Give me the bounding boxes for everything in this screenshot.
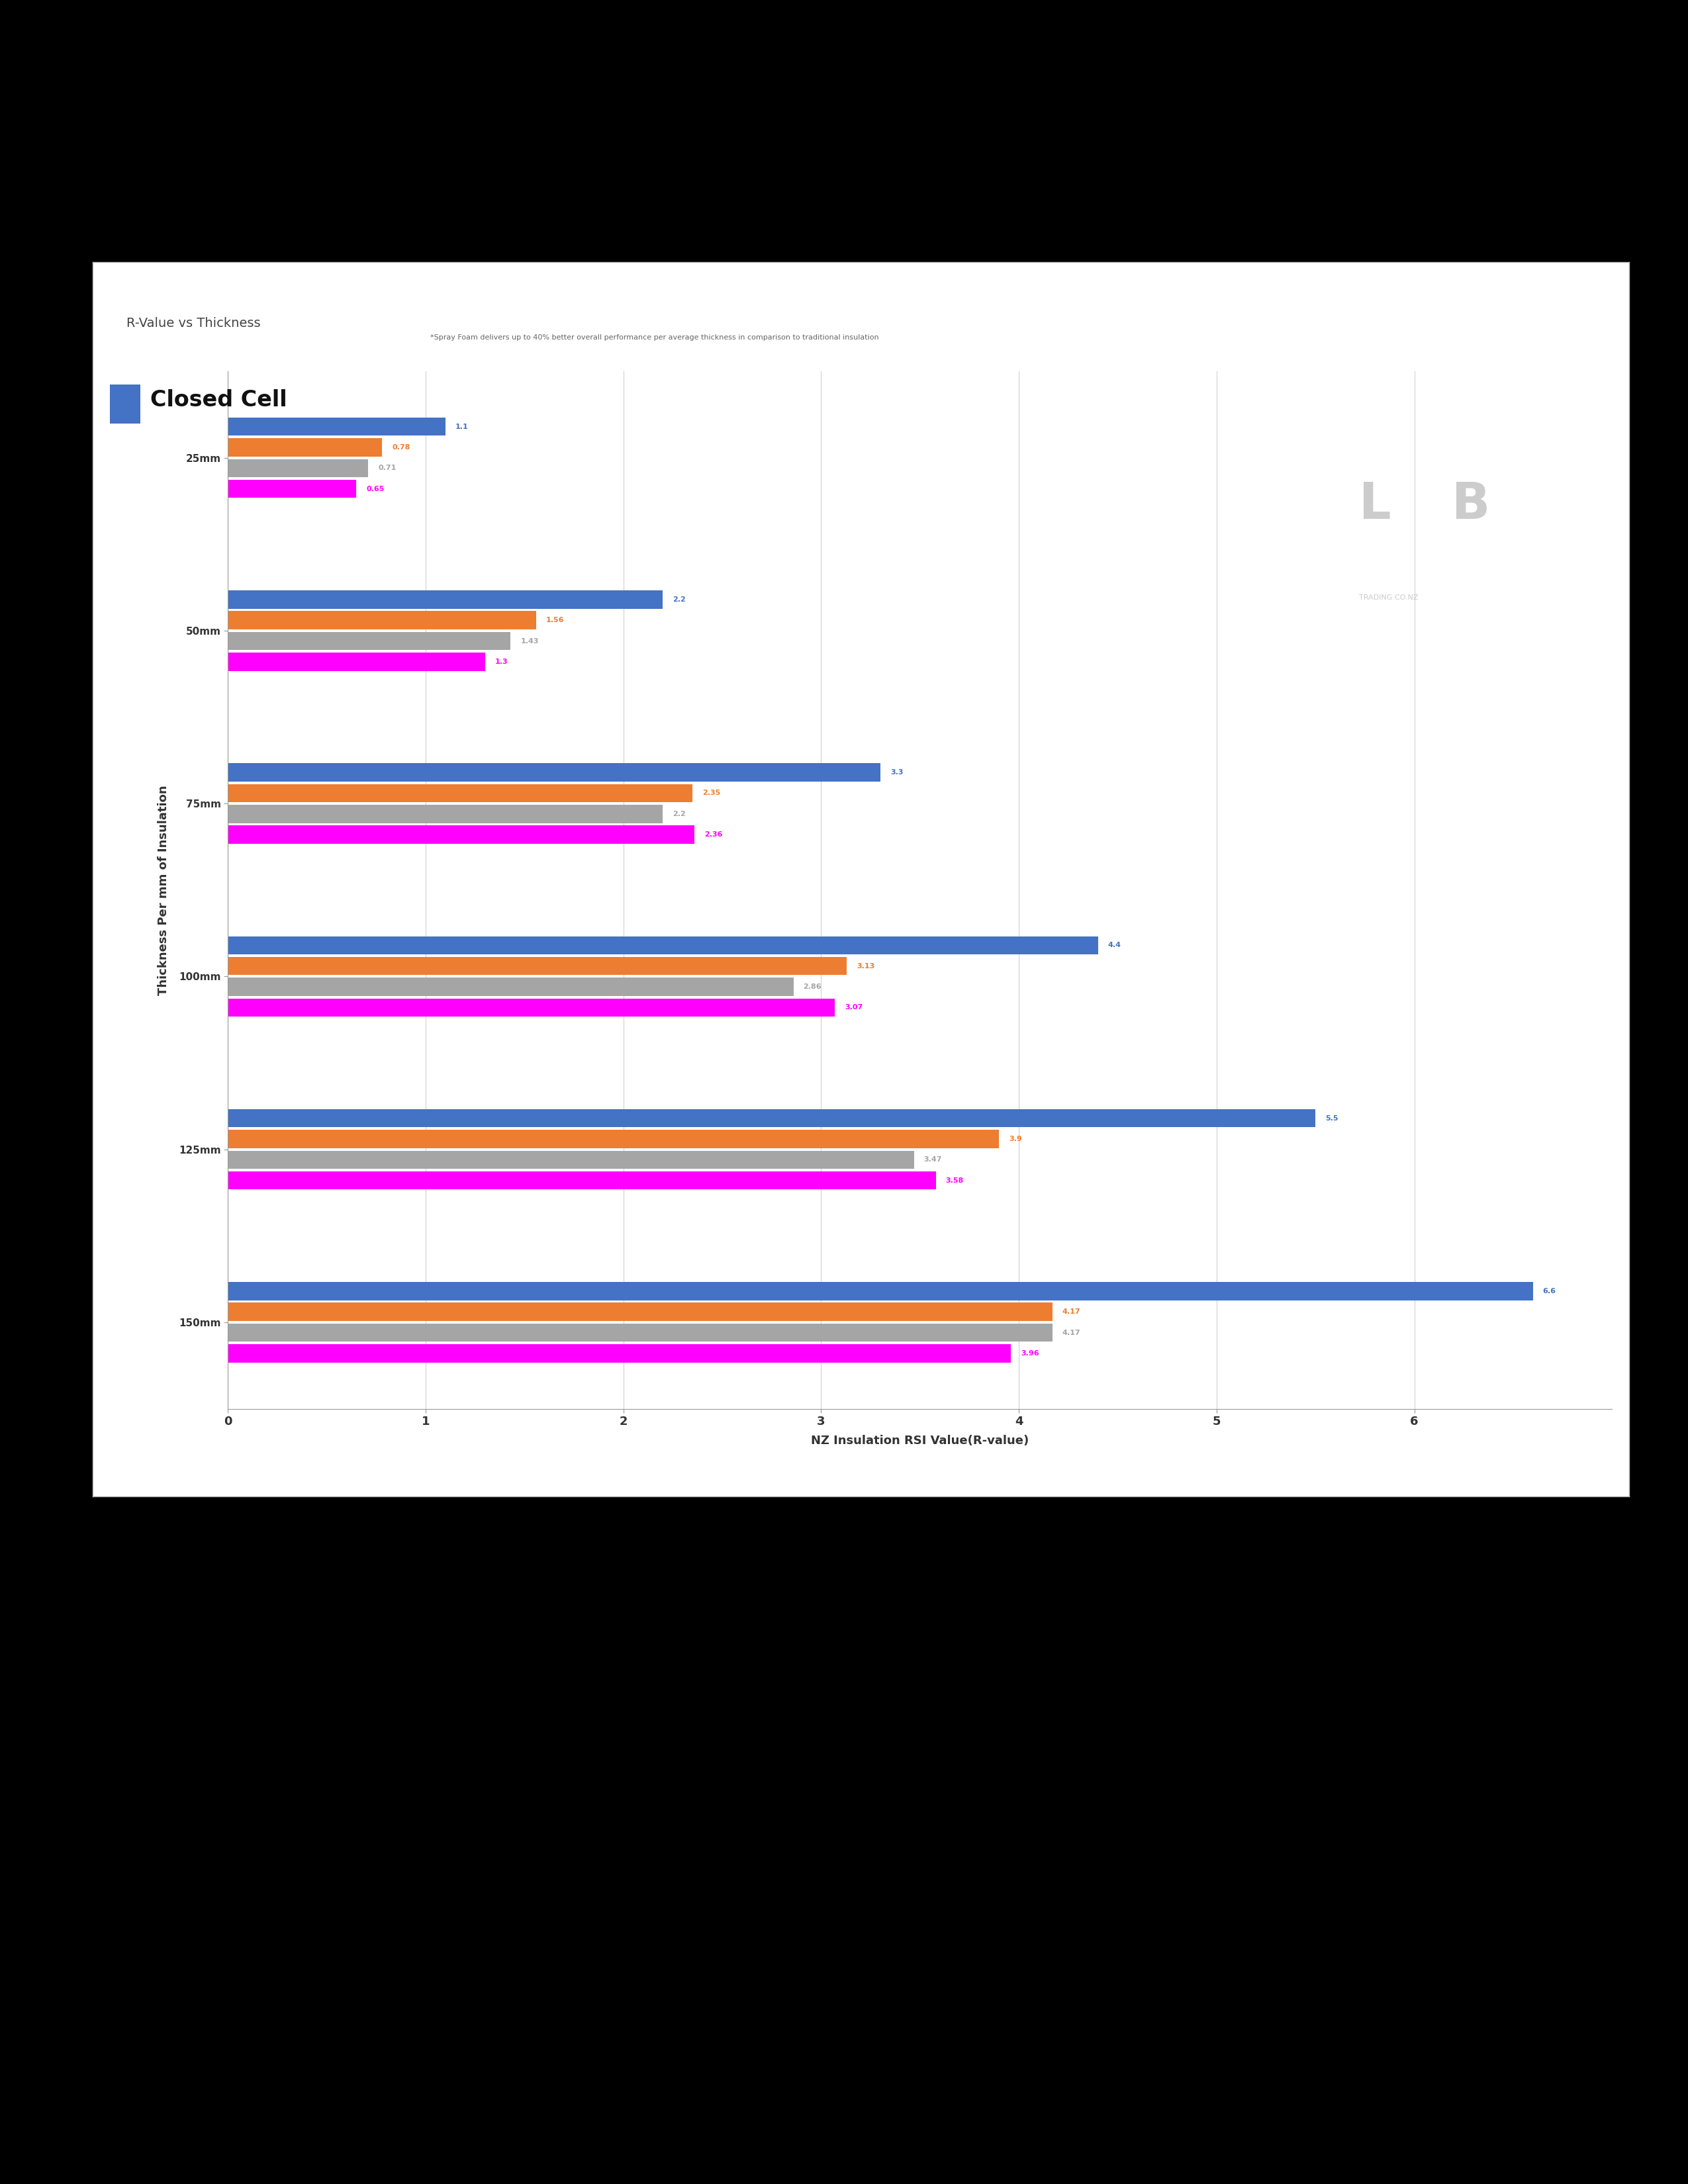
X-axis label: NZ Insulation RSI Value(R-value): NZ Insulation RSI Value(R-value) [810,1435,1030,1446]
Text: 6.6: 6.6 [1543,1289,1556,1295]
Bar [228,1171,935,1190]
Bar [228,1129,999,1149]
Text: 5.5: 5.5 [1325,1114,1339,1123]
Text: 1.1: 1.1 [456,424,468,430]
Bar [228,653,484,670]
Text: 3.07: 3.07 [844,1005,863,1011]
Bar [228,1343,1011,1363]
Text: 3.3: 3.3 [890,769,903,775]
Text: 0.71: 0.71 [378,465,397,472]
Text: 0.65: 0.65 [366,485,385,491]
Text: B: B [1452,480,1491,529]
Text: R-Value vs Thickness: R-Value vs Thickness [127,317,260,330]
Y-axis label: Thickness Per mm of Insulation: Thickness Per mm of Insulation [157,784,170,996]
Text: 3.13: 3.13 [858,963,874,970]
Bar [228,480,356,498]
Text: 3.9: 3.9 [1009,1136,1021,1142]
Bar [228,1282,1533,1299]
Text: 2.36: 2.36 [704,832,722,839]
Bar [228,978,793,996]
Bar [228,937,1097,954]
Text: 2.2: 2.2 [674,810,685,817]
Bar [228,784,692,802]
Bar [228,957,847,976]
Text: 4.17: 4.17 [1062,1330,1080,1337]
Text: 4.17: 4.17 [1062,1308,1080,1315]
Text: Closed Cell: Closed Cell [150,389,287,411]
Text: 3.58: 3.58 [945,1177,964,1184]
Bar [228,439,381,456]
Bar [228,826,694,843]
Text: 2.2: 2.2 [674,596,685,603]
Text: 3.96: 3.96 [1021,1350,1040,1356]
Bar [228,1324,1052,1341]
Bar [228,804,663,823]
Bar [228,998,836,1018]
Text: 2.86: 2.86 [803,983,822,989]
Text: 3.47: 3.47 [923,1155,942,1164]
Bar [228,612,537,629]
Bar [228,417,446,437]
Bar [228,590,663,609]
Text: 1.3: 1.3 [495,657,508,666]
Bar [228,631,511,651]
Text: 1.56: 1.56 [547,616,564,625]
Text: L: L [1359,480,1391,529]
Text: 2.35: 2.35 [702,791,721,797]
Text: 4.4: 4.4 [1107,941,1121,948]
Bar [228,1151,913,1168]
Text: 0.78: 0.78 [392,443,410,450]
Bar [228,459,368,478]
Text: *Spray Foam delivers up to 40% better overall performance per average thickness : *Spray Foam delivers up to 40% better ov… [430,334,879,341]
Bar [228,762,881,782]
Text: TRADING.CO.NZ: TRADING.CO.NZ [1359,594,1418,601]
Text: 1.43: 1.43 [520,638,538,644]
Bar [228,1302,1052,1321]
Bar [228,1109,1315,1127]
